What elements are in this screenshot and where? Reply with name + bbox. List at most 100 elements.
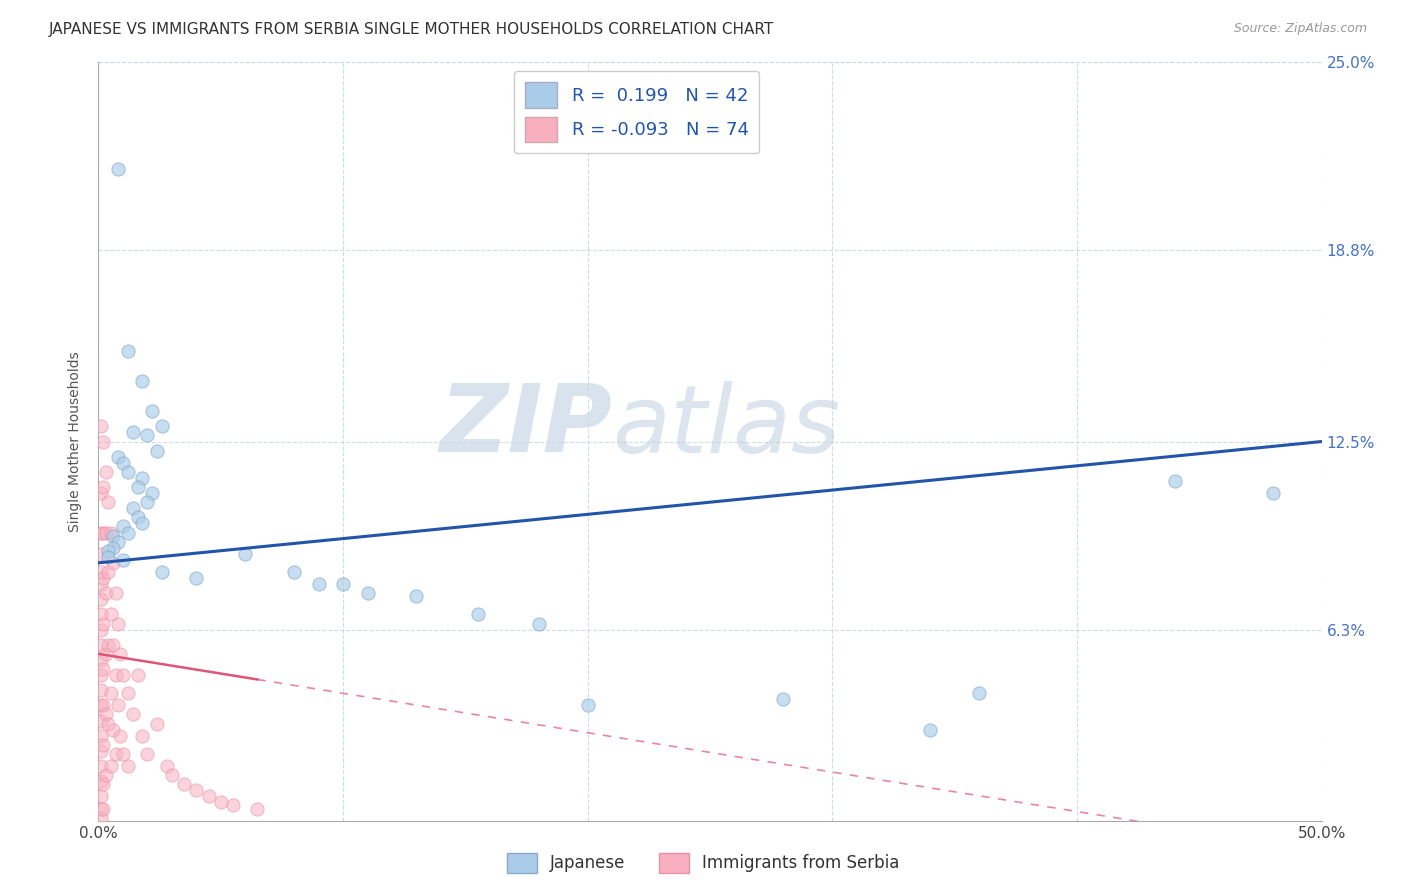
Point (131, 471, 153, 485)
Point (111, 747, 134, 761)
Point (97, 638, 120, 652)
Point (90, 801, 112, 815)
Point (967, 686, 990, 700)
Point (100, 686, 122, 700)
Point (107, 698, 129, 713)
Text: ZIP: ZIP (439, 380, 612, 473)
Point (101, 556, 124, 570)
Point (91, 738, 114, 752)
Point (121, 501, 143, 516)
Point (90, 565, 112, 579)
Point (90, 653, 112, 667)
Point (90, 607, 112, 622)
Point (100, 759, 122, 773)
Text: JAPANESE VS IMMIGRANTS FROM SERBIA SINGLE MOTHER HOUSEHOLDS CORRELATION CHART: JAPANESE VS IMMIGRANTS FROM SERBIA SINGL… (49, 22, 775, 37)
Point (233, 547, 256, 561)
Point (117, 759, 139, 773)
Point (209, 796, 232, 810)
Point (136, 495, 159, 509)
Point (90, 714, 112, 728)
Point (111, 668, 134, 682)
Point (90, 729, 112, 743)
Point (283, 565, 305, 579)
Point (101, 541, 124, 555)
Point (308, 577, 330, 591)
Point (94, 768, 117, 782)
Point (90, 419, 112, 434)
Point (246, 801, 269, 815)
Point (107, 616, 129, 631)
Point (576, 698, 599, 713)
Point (100, 525, 122, 540)
Point (146, 716, 169, 731)
Point (91, 480, 114, 494)
Point (111, 519, 134, 533)
Point (90, 698, 112, 713)
Point (131, 374, 153, 388)
Point (107, 161, 129, 176)
Point (141, 404, 163, 418)
Point (104, 747, 127, 761)
Text: atlas: atlas (612, 381, 841, 472)
Point (131, 516, 153, 531)
Point (156, 759, 179, 773)
Point (94, 647, 117, 661)
Point (107, 450, 129, 464)
Point (91, 525, 114, 540)
Y-axis label: Single Mother Households: Single Mother Households (69, 351, 83, 532)
Point (91, 777, 114, 791)
Point (141, 486, 163, 500)
Point (97, 565, 120, 579)
Point (405, 589, 427, 603)
Point (90, 744, 112, 758)
Point (121, 425, 143, 440)
Text: Source: ZipAtlas.com: Source: ZipAtlas.com (1233, 22, 1367, 36)
Point (527, 616, 550, 631)
Point (1164, 474, 1187, 488)
Point (111, 456, 134, 470)
Point (150, 419, 173, 434)
Point (90, 525, 112, 540)
Point (100, 607, 122, 622)
Point (90, 592, 112, 607)
Point (90, 623, 112, 637)
Point (117, 525, 139, 540)
Point (94, 586, 117, 600)
Point (186, 571, 208, 585)
Point (104, 668, 127, 682)
Point (91, 698, 114, 713)
Point (101, 638, 124, 652)
Point (90, 577, 112, 591)
Legend: R =  0.199   N = 42, R = -0.093   N = 74: R = 0.199 N = 42, R = -0.093 N = 74 (513, 71, 759, 153)
Point (91, 571, 114, 585)
Point (94, 525, 117, 540)
Point (150, 565, 173, 579)
Point (90, 638, 112, 652)
Point (90, 789, 112, 804)
Point (101, 723, 124, 737)
Point (146, 443, 169, 458)
Point (91, 662, 114, 676)
Point (101, 528, 124, 542)
Point (117, 686, 139, 700)
Point (173, 777, 195, 791)
Point (131, 729, 153, 743)
Point (97, 543, 120, 558)
Point (136, 428, 159, 442)
Point (121, 707, 143, 722)
Point (356, 586, 378, 600)
Point (127, 668, 149, 682)
Point (111, 553, 134, 567)
Point (920, 723, 942, 737)
Point (97, 549, 120, 564)
Legend: Japanese, Immigrants from Serbia: Japanese, Immigrants from Serbia (501, 847, 905, 880)
Point (197, 789, 219, 804)
Point (160, 768, 183, 782)
Point (90, 811, 112, 825)
Point (110, 647, 132, 661)
Point (772, 692, 794, 706)
Point (90, 668, 112, 682)
Point (91, 801, 114, 815)
Point (117, 465, 139, 479)
Point (127, 480, 149, 494)
